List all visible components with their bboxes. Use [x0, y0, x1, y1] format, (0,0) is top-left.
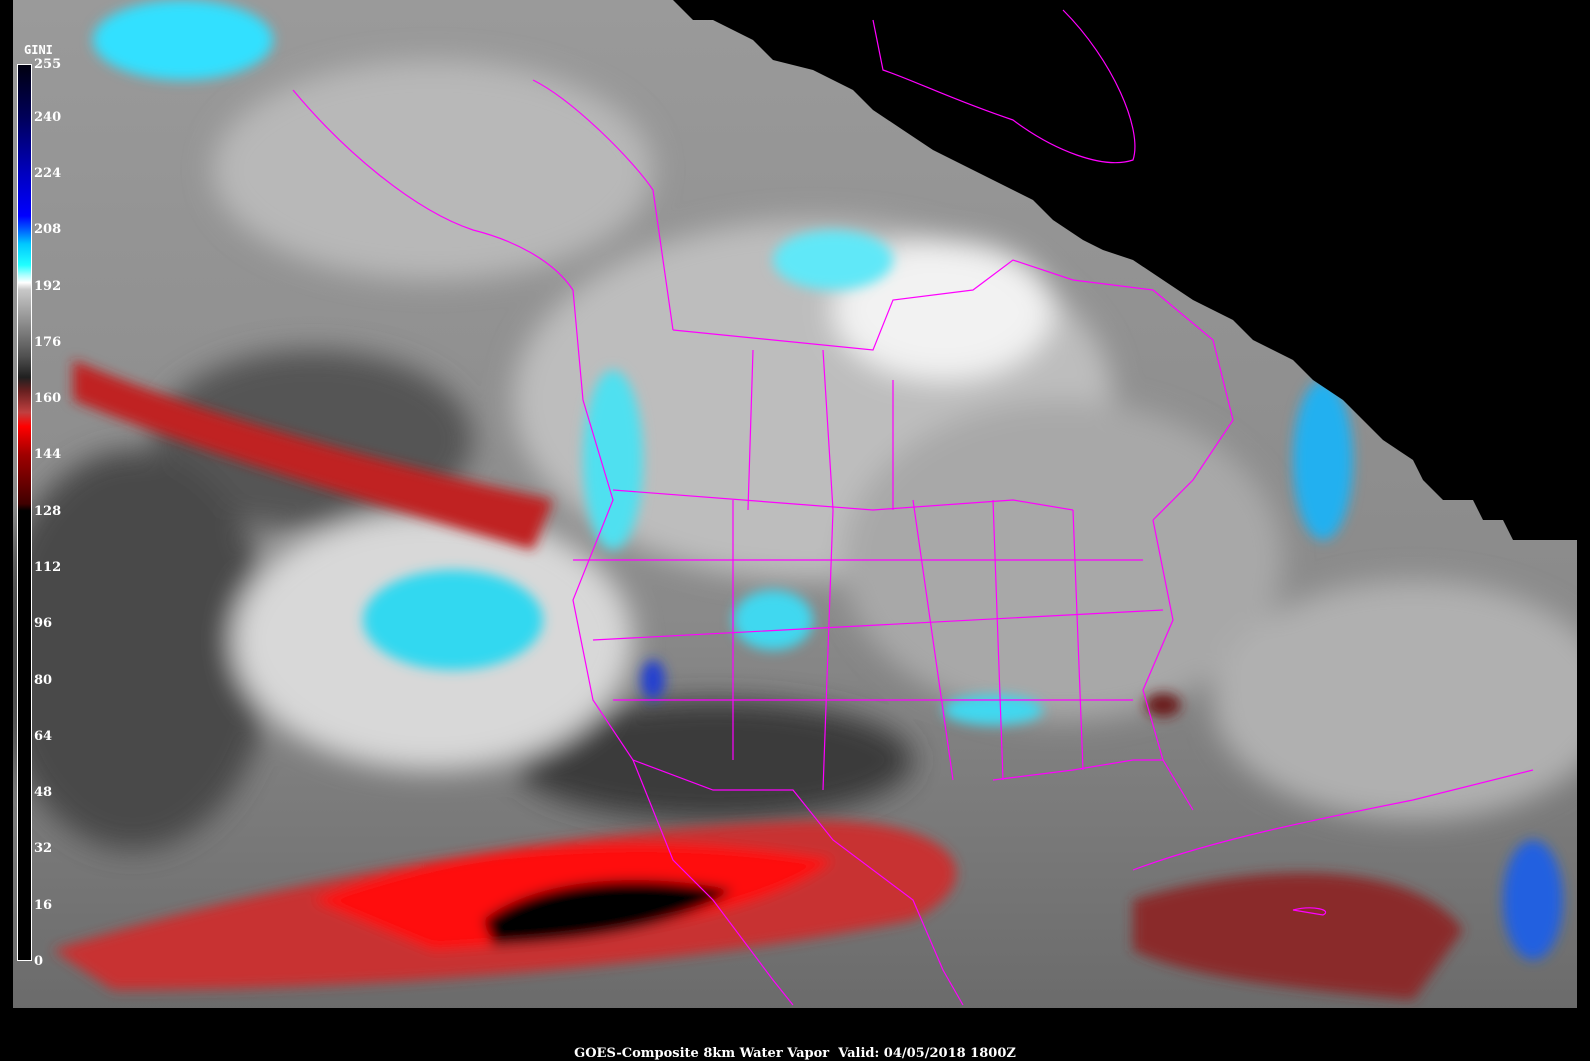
colorbar-tick-label: 32 — [34, 841, 53, 857]
colorbar-tick-label: 240 — [34, 109, 62, 125]
bottom-strip — [13, 1008, 1577, 1024]
colorbar-tick-label: 128 — [34, 503, 62, 519]
colorbar-tick-label: 224 — [34, 166, 62, 182]
colorbar-title: GINI — [24, 43, 53, 57]
colorbar-tick-label: 144 — [34, 447, 62, 463]
product-name: GOES-Composite 8km Water Vapor — [574, 1046, 830, 1061]
colorbar-tick-label: 192 — [34, 278, 62, 294]
colorbar-tick-label: 176 — [34, 334, 62, 350]
valid-time: Valid: 04/05/2018 1800Z — [838, 1046, 1016, 1061]
moist-cyan-regions — [93, 0, 1563, 960]
colorbar-tick-label: 64 — [34, 728, 53, 744]
colorbar-tick-label: 0 — [34, 954, 44, 969]
colorbar-tick-label: 255 — [34, 57, 62, 72]
dry-air-red-regions — [53, 360, 1463, 1000]
political-borders — [292, 9, 1534, 1006]
colorbar-tick-label: 48 — [34, 785, 53, 801]
colorbar-tick-label: 16 — [34, 897, 53, 913]
colorbar — [17, 64, 32, 961]
image-caption: GOES-Composite 8km Water Vapor Valid: 04… — [0, 1046, 1590, 1061]
colorbar-tick-label: 208 — [34, 222, 62, 238]
colorbar-tick-label: 96 — [34, 616, 53, 632]
water-vapor-satellite-image — [13, 0, 1577, 1024]
no-data-region — [673, 0, 1577, 540]
colorbar-tick-label: 80 — [34, 672, 53, 688]
colorbar-tick-label: 160 — [34, 391, 62, 407]
colorbar-tick-label: 112 — [34, 560, 62, 576]
